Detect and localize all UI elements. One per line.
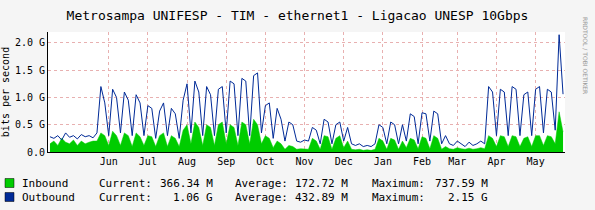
svg-text:0.0: 0.0 — [27, 147, 45, 158]
svg-text:432.89 M: 432.89 M — [295, 191, 348, 204]
svg-text:2.0 G: 2.0 G — [15, 37, 45, 48]
svg-text:Average:: Average: — [235, 177, 288, 190]
svg-text:1.06 G: 1.06 G — [173, 191, 213, 204]
svg-text:Apr: Apr — [487, 156, 505, 167]
svg-text:Current:: Current: — [99, 177, 152, 190]
svg-text:Jun: Jun — [100, 156, 118, 167]
svg-text:Current:: Current: — [99, 191, 152, 204]
svg-text:Sep: Sep — [217, 156, 235, 167]
svg-text:May: May — [527, 156, 545, 167]
svg-text:Oct: Oct — [256, 156, 274, 167]
svg-text:172.72 M: 172.72 M — [295, 177, 348, 190]
svg-text:Metrosampa UNIFESP - TIM - eth: Metrosampa UNIFESP - TIM - ethernet1 - L… — [67, 8, 529, 23]
svg-text:2.15 G: 2.15 G — [448, 191, 488, 204]
svg-text:Aug: Aug — [178, 156, 196, 167]
svg-text:Average:: Average: — [235, 191, 288, 204]
svg-text:bits per second: bits per second — [0, 47, 11, 137]
svg-text:Mar: Mar — [448, 156, 466, 167]
svg-text:366.34 M: 366.34 M — [160, 177, 213, 190]
svg-text:Feb: Feb — [413, 156, 431, 167]
svg-text:RRDTOOL / TOBI OETIKER: RRDTOOL / TOBI OETIKER — [582, 17, 589, 94]
svg-text:Outbound: Outbound — [22, 191, 75, 204]
svg-text:Jul: Jul — [139, 156, 157, 167]
svg-text:Nov: Nov — [296, 156, 314, 167]
svg-text:Jan: Jan — [374, 156, 392, 167]
svg-text:Inbound: Inbound — [22, 177, 68, 190]
svg-text:737.59 M: 737.59 M — [435, 177, 488, 190]
svg-text:0.5 G: 0.5 G — [15, 119, 45, 130]
svg-text:1.5 G: 1.5 G — [15, 65, 45, 76]
svg-text:Maximum:: Maximum: — [372, 177, 425, 190]
svg-text:Maximum:: Maximum: — [372, 191, 425, 204]
svg-text:Dec: Dec — [335, 156, 353, 167]
svg-text:1.0 G: 1.0 G — [15, 92, 45, 103]
